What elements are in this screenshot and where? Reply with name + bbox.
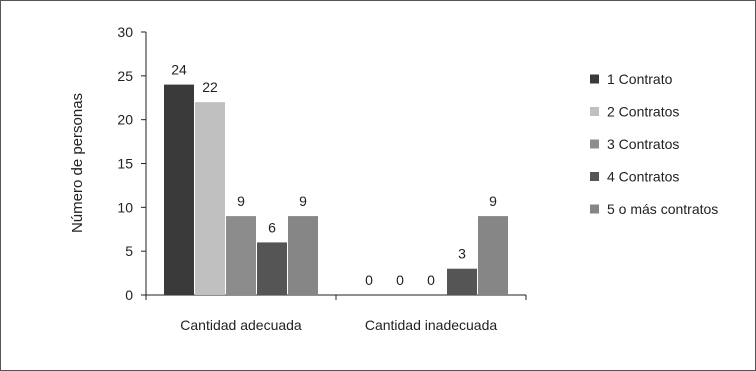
legend-label: 2 Contratos — [607, 104, 679, 120]
legend-label: 5 o más contratos — [607, 201, 718, 217]
data-label: 24 — [171, 62, 187, 78]
y-ticks: 0 5 10 15 20 25 30 — [117, 24, 146, 303]
category-label: Cantidad inadecuada — [365, 317, 498, 333]
legend-label: 1 Contrato — [607, 71, 673, 87]
legend: 1 Contrato 2 Contratos 3 Contratos 4 Contra… — [590, 71, 718, 217]
y-tick-label: 0 — [125, 287, 133, 303]
data-label: 6 — [268, 219, 276, 235]
x-ticks — [145, 295, 527, 300]
legend-swatch — [590, 172, 599, 181]
data-label: 9 — [237, 193, 245, 209]
legend-label: 3 Contratos — [607, 136, 679, 152]
y-tick-label: 25 — [117, 68, 133, 84]
y-axis-title: Número de personas — [69, 93, 86, 233]
category-label: Cantidad adecuada — [180, 317, 302, 333]
y-tick-label: 20 — [117, 112, 133, 128]
data-label: 9 — [299, 193, 307, 209]
data-label: 0 — [365, 272, 373, 288]
legend-swatch — [590, 139, 599, 149]
y-tick-label: 15 — [117, 156, 133, 172]
legend-label: 4 Contratos — [607, 169, 679, 185]
data-labels: 24 22 9 6 9 0 0 0 3 9 — [171, 62, 497, 288]
data-label: 3 — [458, 246, 466, 262]
legend-swatch — [590, 107, 599, 116]
category-labels: Cantidad adecuada Cantidad inadecuada — [180, 317, 497, 333]
bar — [257, 242, 287, 295]
y-tick-label: 30 — [117, 24, 133, 40]
legend-swatch — [590, 204, 599, 214]
bar — [226, 216, 256, 295]
bar — [195, 102, 225, 295]
bar — [478, 216, 508, 295]
y-tick-label: 10 — [117, 199, 133, 215]
data-label: 22 — [202, 79, 218, 95]
legend-swatch — [590, 74, 599, 84]
y-tick-label: 5 — [125, 243, 133, 259]
bar — [164, 84, 194, 295]
data-label: 9 — [489, 193, 497, 209]
bars — [164, 84, 508, 295]
data-label: 0 — [396, 272, 404, 288]
data-label: 0 — [427, 272, 435, 288]
bar — [288, 216, 318, 295]
bar — [447, 268, 477, 295]
